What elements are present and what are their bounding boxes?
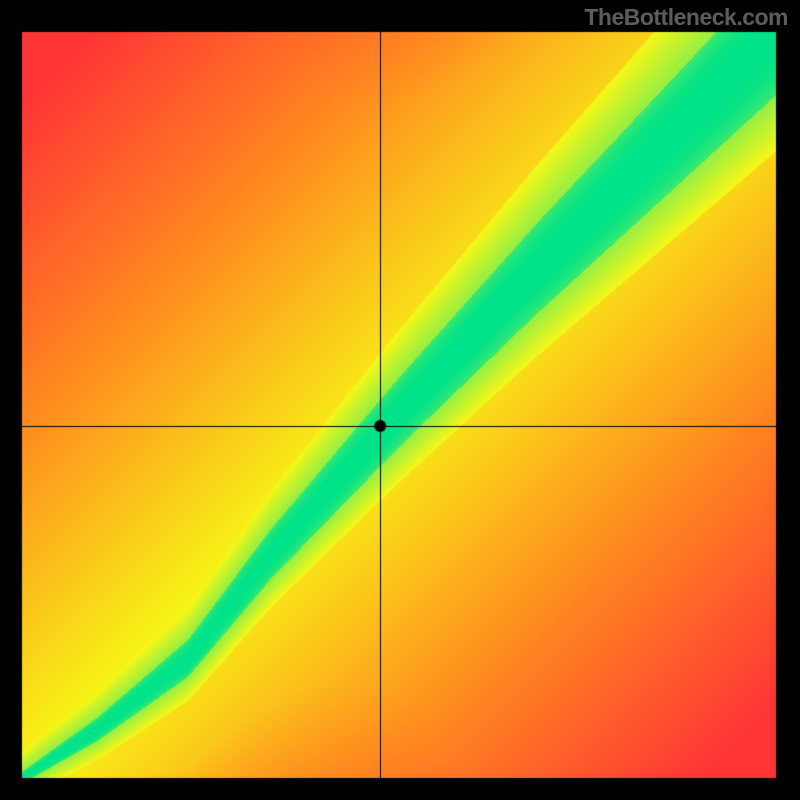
watermark-text: TheBottleneck.com bbox=[584, 4, 788, 31]
bottleneck-heatmap bbox=[0, 0, 800, 800]
chart-container: TheBottleneck.com bbox=[0, 0, 800, 800]
